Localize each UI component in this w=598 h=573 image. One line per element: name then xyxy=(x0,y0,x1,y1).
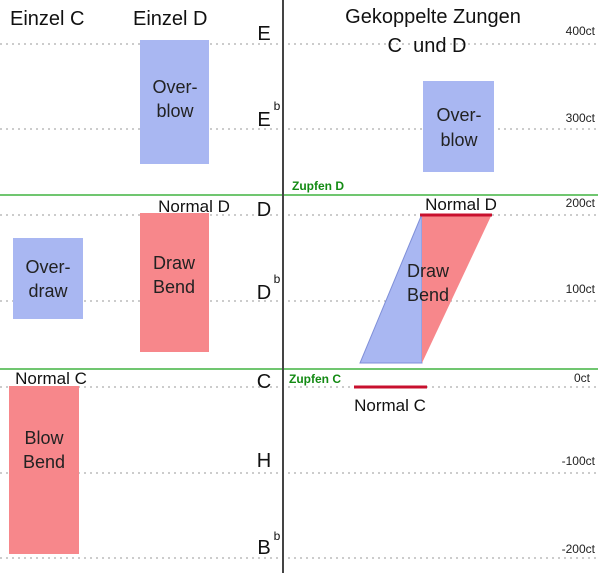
overblow-box-left xyxy=(140,40,209,164)
note-d-flat: D xyxy=(257,282,271,304)
draw-bend-right-line2: Bend xyxy=(407,285,449,305)
blow-bend-line1: Blow xyxy=(24,428,64,448)
cent-label-400: 400ct xyxy=(566,24,596,38)
semitone-grid xyxy=(0,43,598,559)
overblow-left-line2: blow xyxy=(156,101,194,121)
note-e-flat-sup: b xyxy=(274,99,281,113)
cent-label-100: 100ct xyxy=(566,282,596,296)
note-b-flat: B xyxy=(257,537,270,559)
draw-bend-left-line1: Draw xyxy=(153,253,196,273)
normal-d-right-label: Normal D xyxy=(425,195,497,214)
zupfen-d-label: Zupfen D xyxy=(292,179,344,193)
cent-label-200: 200ct xyxy=(566,196,596,210)
draw-bend-right-line1: Draw xyxy=(407,261,450,281)
note-e: E xyxy=(257,23,270,45)
cent-label-300: 300ct xyxy=(566,111,596,125)
overdraw-line1: Over- xyxy=(26,257,71,277)
overdraw-box xyxy=(13,238,83,319)
normal-c-left-label: Normal C xyxy=(15,369,87,388)
note-h: H xyxy=(257,450,271,472)
header-einzel-d: Einzel D xyxy=(133,8,207,30)
overblow-left-line1: Over- xyxy=(153,77,198,97)
normal-c-right-label: Normal C xyxy=(354,396,426,415)
cent-label-0: 0ct xyxy=(574,371,591,385)
normal-d-left-label: Normal D xyxy=(158,197,230,216)
blow-bend-box xyxy=(9,386,79,554)
note-b-flat-sup: b xyxy=(274,529,281,543)
blow-bend-line2: Bend xyxy=(23,452,65,472)
overblow-right-line1: Over- xyxy=(437,105,482,125)
cent-label-minus-200: -200ct xyxy=(562,542,596,556)
cent-label-minus-100: -100ct xyxy=(562,454,596,468)
header-c-und-d: C und D xyxy=(388,35,467,57)
overblow-right-line2: blow xyxy=(440,130,478,150)
note-c: C xyxy=(257,371,271,393)
overdraw-line2: draw xyxy=(28,281,68,301)
draw-bend-box-left xyxy=(140,213,209,352)
header-gekoppelte-zungen: Gekoppelte Zungen xyxy=(345,6,521,28)
note-d: D xyxy=(257,199,271,221)
note-d-flat-sup: b xyxy=(274,272,281,286)
coupled-red-triangle xyxy=(422,214,492,363)
draw-bend-left-line2: Bend xyxy=(153,277,195,297)
header-einzel-c: Einzel C xyxy=(10,8,84,30)
note-e-flat: E xyxy=(257,109,270,131)
zupfen-c-label: Zupfen C xyxy=(289,372,341,386)
overblow-box-right xyxy=(423,81,494,172)
